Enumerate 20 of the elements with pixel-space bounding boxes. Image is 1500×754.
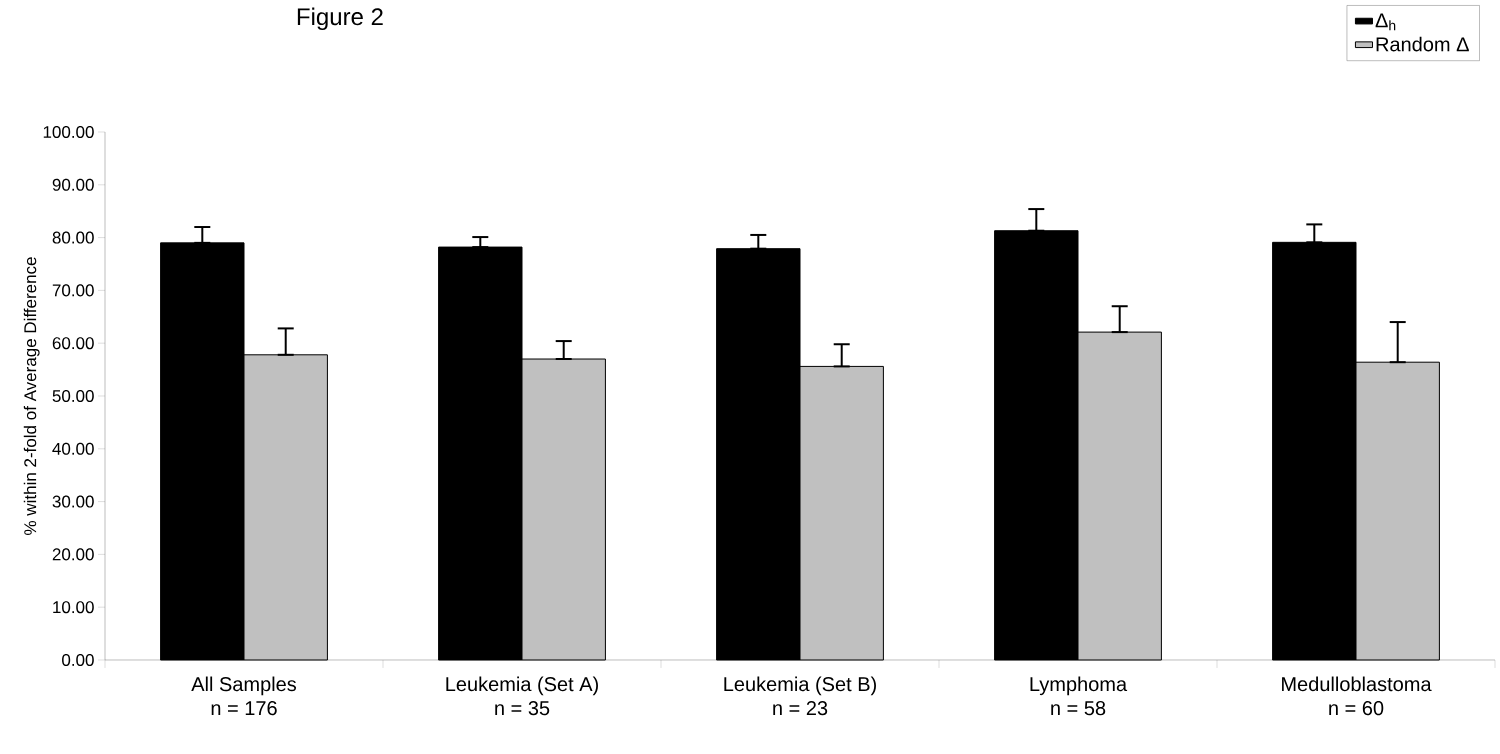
y-tick-label: 10.00 bbox=[53, 601, 94, 614]
y-tick-label: 60.00 bbox=[52, 337, 94, 350]
y-tick-label: 0.00 bbox=[62, 653, 94, 667]
x-tick-label: Lymphoma n = 58 bbox=[1030, 676, 1128, 716]
y-tick-label: 70.00 bbox=[52, 284, 94, 297]
y-tick-label: 20.00 bbox=[52, 548, 94, 561]
x-tick-label: Medulloblastoma n = 60 bbox=[1282, 676, 1432, 716]
legend-label: Random Δ bbox=[1376, 36, 1469, 52]
y-axis-title: % within 2-fold of Average Difference bbox=[23, 257, 40, 535]
x-tick-label: Leukemia (Set A) n = 35 bbox=[446, 676, 598, 716]
chart-title: Figure 2 bbox=[297, 7, 383, 30]
x-tick-label: Leukemia (Set B) n = 23 bbox=[724, 676, 876, 716]
y-tick-label: 30.00 bbox=[52, 495, 94, 508]
y-tick-label: 50.00 bbox=[52, 389, 94, 403]
y-tick-label: 100.00 bbox=[43, 125, 94, 139]
y-tick-label: 40.00 bbox=[52, 442, 94, 455]
y-tick-label: 90.00 bbox=[52, 178, 94, 191]
legend-label: Δ$_{h}$ bbox=[1375, 13, 1396, 31]
x-tick-label: All Samples n = 176 bbox=[191, 676, 297, 716]
y-tick-label: 80.00 bbox=[52, 231, 94, 244]
